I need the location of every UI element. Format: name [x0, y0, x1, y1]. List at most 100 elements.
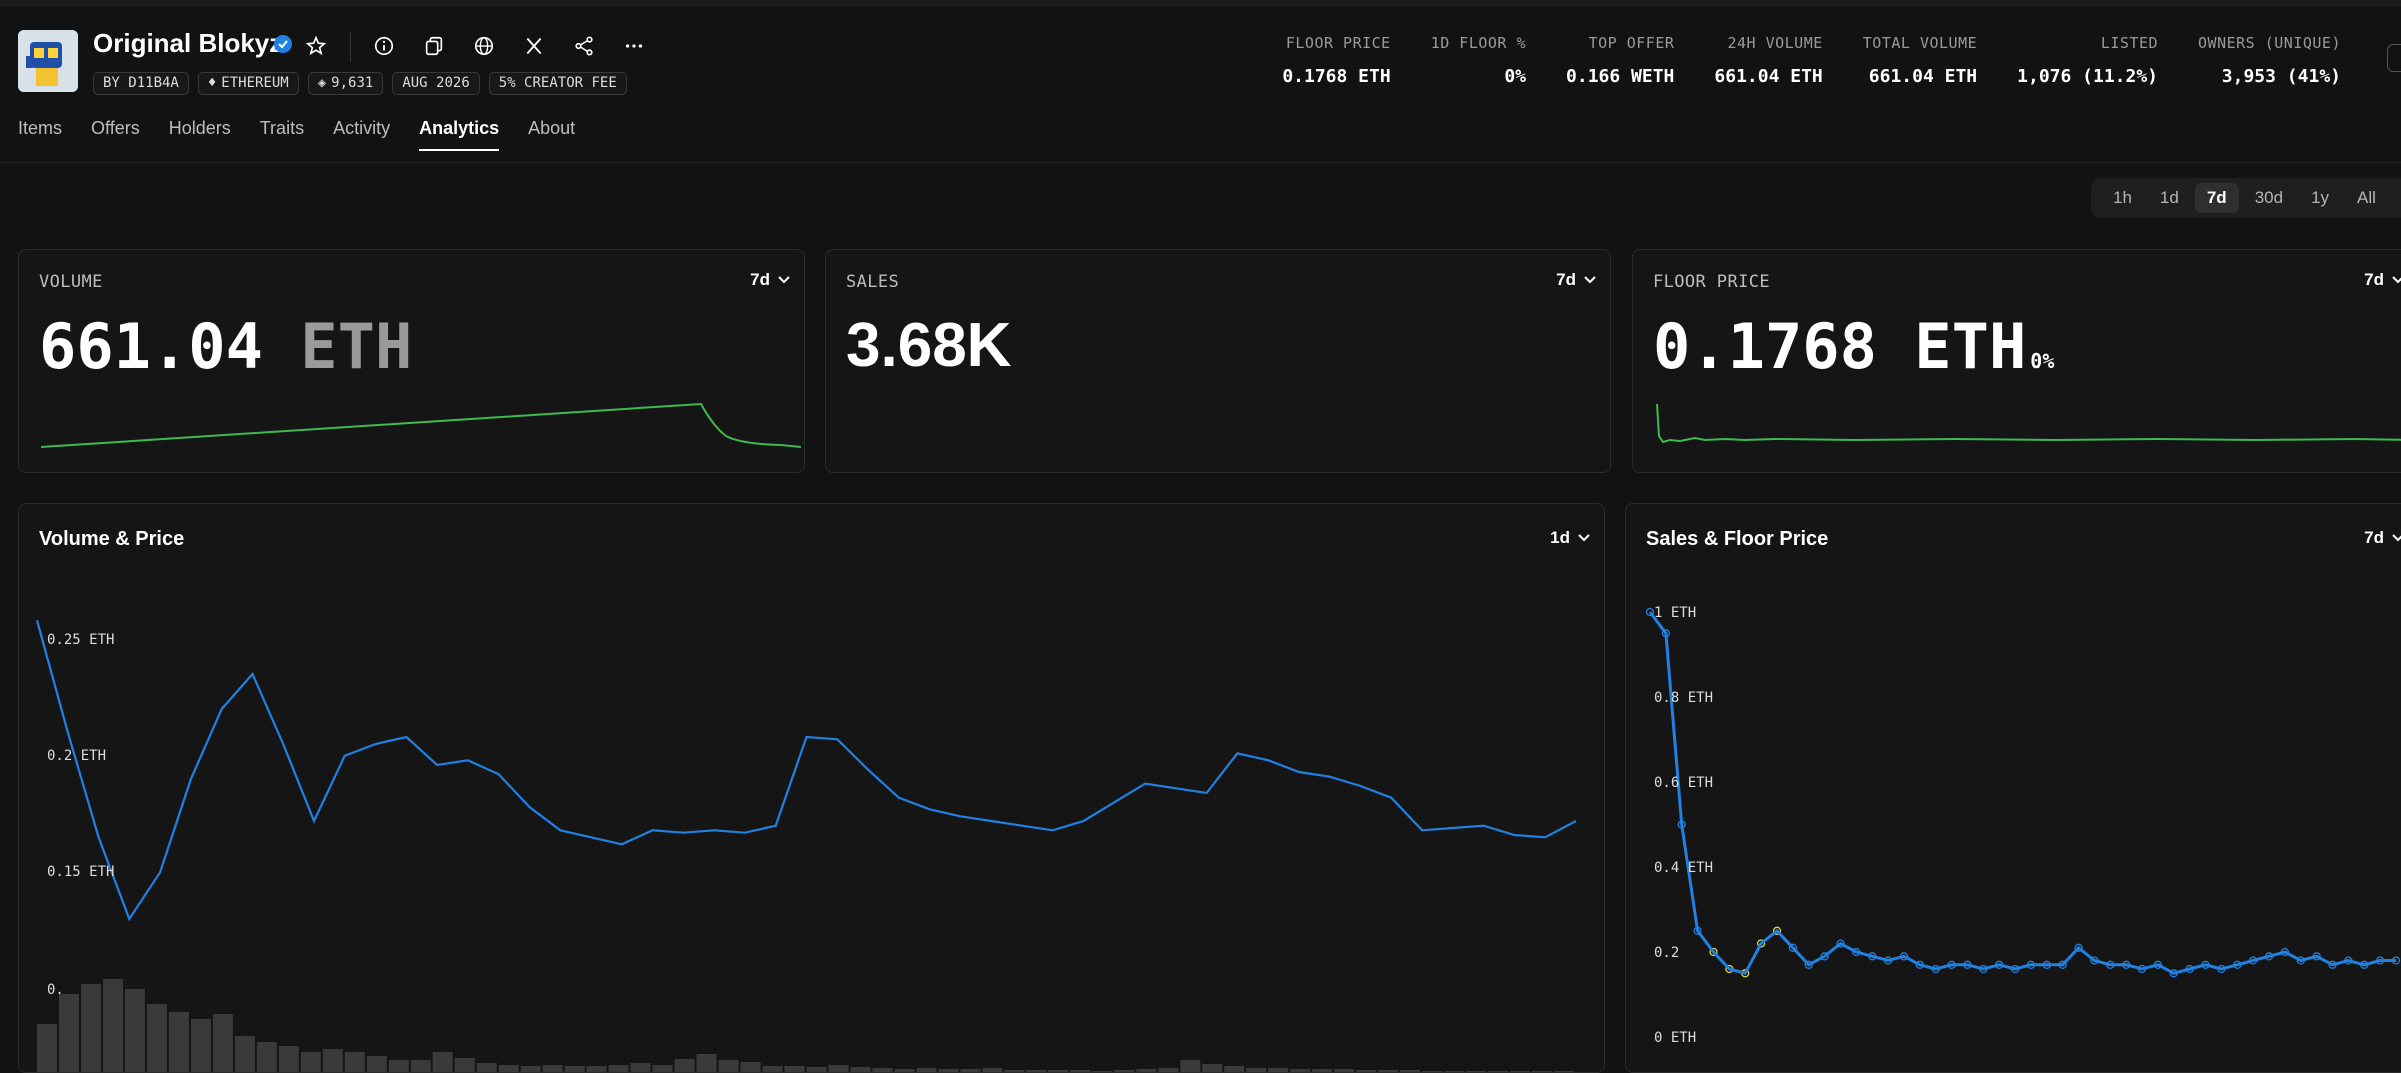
tab-about[interactable]: About — [528, 118, 576, 138]
fee-chip-label: 5% CREATOR FEE — [498, 75, 617, 91]
top-bar — [0, 0, 2401, 6]
date-chip: AUG 2026 — [392, 72, 480, 95]
y-tick-label: 1 ETH — [1654, 605, 1696, 621]
chevron-down-icon[interactable] — [2390, 271, 2401, 287]
layers-icon: ◈ — [317, 75, 327, 91]
tab-offers[interactable]: Offers — [91, 118, 140, 138]
y-tick-label: 0.4 ETH — [1654, 860, 1713, 876]
volume-bar — [740, 1062, 761, 1072]
stat-value: 1,076 (11.2%) — [2017, 66, 2159, 87]
stat-value: 661.04 ETH — [1714, 66, 1823, 87]
stat-owners: OWNERS (UNIQUE) 3,953 (41%) — [2198, 34, 2341, 87]
period-dropdown[interactable]: 1d — [1550, 528, 1570, 547]
x-logo-icon[interactable] — [518, 30, 550, 62]
range-30d[interactable]: 30d — [2254, 188, 2284, 207]
creator-chip-label: BY D11B4A — [103, 75, 179, 91]
globe-icon[interactable] — [468, 30, 500, 62]
collection-stats: FLOOR PRICE 0.1768 ETH 1D FLOOR % 0% TOP O… — [1282, 34, 2341, 87]
ethereum-icon: ♦ — [207, 75, 217, 91]
chevron-down-icon[interactable] — [1576, 529, 1592, 545]
chevron-down-icon[interactable] — [776, 271, 792, 287]
period-dropdown[interactable]: 7d — [2364, 270, 2384, 289]
volume-bar — [586, 1066, 607, 1072]
volume-bar — [59, 994, 79, 1072]
volume-bar — [652, 1065, 673, 1072]
sale-point — [2074, 943, 2083, 952]
header-divider — [350, 32, 351, 62]
volume-bar — [366, 1056, 387, 1072]
copy-icon[interactable] — [418, 30, 450, 62]
volume-bar — [564, 1066, 585, 1072]
items-chip-label: 9,631 — [331, 75, 374, 91]
volume-bar — [762, 1066, 783, 1072]
chevron-down-icon[interactable] — [1582, 271, 1598, 287]
star-icon[interactable] — [300, 30, 332, 62]
range-1y[interactable]: 1y — [2311, 188, 2330, 207]
volume-bar — [1158, 1068, 1179, 1072]
chevron-down-icon[interactable] — [2390, 529, 2401, 545]
sale-point — [1788, 943, 1798, 952]
volume-bar — [938, 1069, 959, 1072]
share-icon[interactable] — [568, 30, 600, 62]
collection-chips: BY D11B4A ♦ ETHEREUM ◈ 9,631 AUG 2026 5% C… — [93, 72, 627, 95]
tab-activity[interactable]: Activity — [333, 118, 391, 138]
range-1h[interactable]: 1h — [2113, 188, 2132, 207]
volume-bar — [894, 1069, 915, 1072]
sale-point — [1836, 939, 1845, 948]
stat-value: 0.166 WETH — [1566, 66, 1675, 87]
volume-bar — [256, 1042, 277, 1072]
volume-bar — [674, 1059, 695, 1072]
info-icon[interactable] — [368, 30, 400, 62]
tab-analytics[interactable]: Analytics — [419, 118, 500, 151]
sales-floor-chart[interactable]: 1 ETH 0.8 ETH 0.6 ETH 0.4 ETH 0.2 0 ETH — [1626, 504, 2401, 1073]
range-all[interactable]: All — [2357, 188, 2376, 207]
creator-chip[interactable]: BY D11B4A — [93, 72, 189, 95]
period-dropdown[interactable]: 7d — [2364, 528, 2384, 547]
collection-header: Original Blokyz BY D11B4A ♦ ETHEREUM ◈ 9,6… — [0, 6, 2401, 163]
period-dropdown[interactable]: 7d — [1556, 270, 1576, 289]
volume-bars — [37, 979, 1574, 1072]
y-tick-label: 0. — [47, 982, 64, 998]
range-1d[interactable]: 1d — [2159, 188, 2179, 207]
header-edge-button[interactable] — [2387, 44, 2401, 72]
volume-bar — [146, 1004, 167, 1072]
sales-points — [1645, 607, 2401, 978]
range-7d[interactable]: 7d — [2194, 183, 2239, 213]
stat-value: 0.1768 ETH — [1282, 66, 1391, 87]
stat-24h-volume: 24H VOLUME 661.04 ETH — [1714, 34, 1822, 87]
more-icon[interactable] — [618, 30, 650, 62]
y-tick-label: 0.8 ETH — [1654, 690, 1713, 706]
volume-bar — [872, 1068, 893, 1072]
volume-bar — [1136, 1069, 1157, 1072]
volume-bar — [344, 1052, 365, 1072]
collection-title: Original Blokyz — [93, 28, 283, 58]
stat-value: 0% — [1504, 66, 1527, 87]
sales-card: SALES 7d 3.68K — [825, 249, 1611, 473]
volume-bar — [1202, 1064, 1223, 1072]
stat-value: 3,953 (41%) — [2221, 66, 2341, 87]
stat-label: FLOOR PRICE — [1285, 34, 1391, 52]
volume-bar — [410, 1060, 431, 1072]
floor-price-card: FLOOR PRICE 7d 0.1768 ETH 0% — [1632, 249, 2401, 473]
volume-bar — [718, 1060, 739, 1072]
tab-items[interactable]: Items — [18, 118, 63, 138]
sale-point — [1804, 960, 1813, 969]
items-chip: ◈ 9,631 — [307, 72, 384, 95]
stat-label: LISTED — [2100, 34, 2159, 52]
tab-traits[interactable]: Traits — [259, 118, 305, 138]
volume-bar — [850, 1067, 871, 1072]
card-value: 3.68K — [846, 311, 1012, 380]
collection-logo[interactable] — [18, 30, 78, 92]
y-tick-label: 0.25 ETH — [47, 632, 114, 648]
volume-bar — [1312, 1069, 1333, 1072]
card-label: FLOOR PRICE — [1653, 272, 1770, 292]
time-range-selector: 1h 1d 7d 30d 1y All — [2091, 178, 2401, 218]
volume-price-chart[interactable]: 0.25 ETH 0.2 ETH 0.15 ETH 0. — [19, 504, 1605, 1073]
sale-point — [1645, 607, 1655, 617]
chain-chip: ♦ ETHEREUM — [197, 72, 299, 95]
sales-floor-panel: Sales & Floor Price 7d 1 ETH 0.8 ETH 0.6… — [1625, 503, 2401, 1073]
period-dropdown[interactable]: 7d — [750, 270, 770, 289]
volume-bar — [103, 979, 123, 1072]
tab-holders[interactable]: Holders — [168, 118, 231, 138]
card-label: SALES — [846, 272, 900, 292]
